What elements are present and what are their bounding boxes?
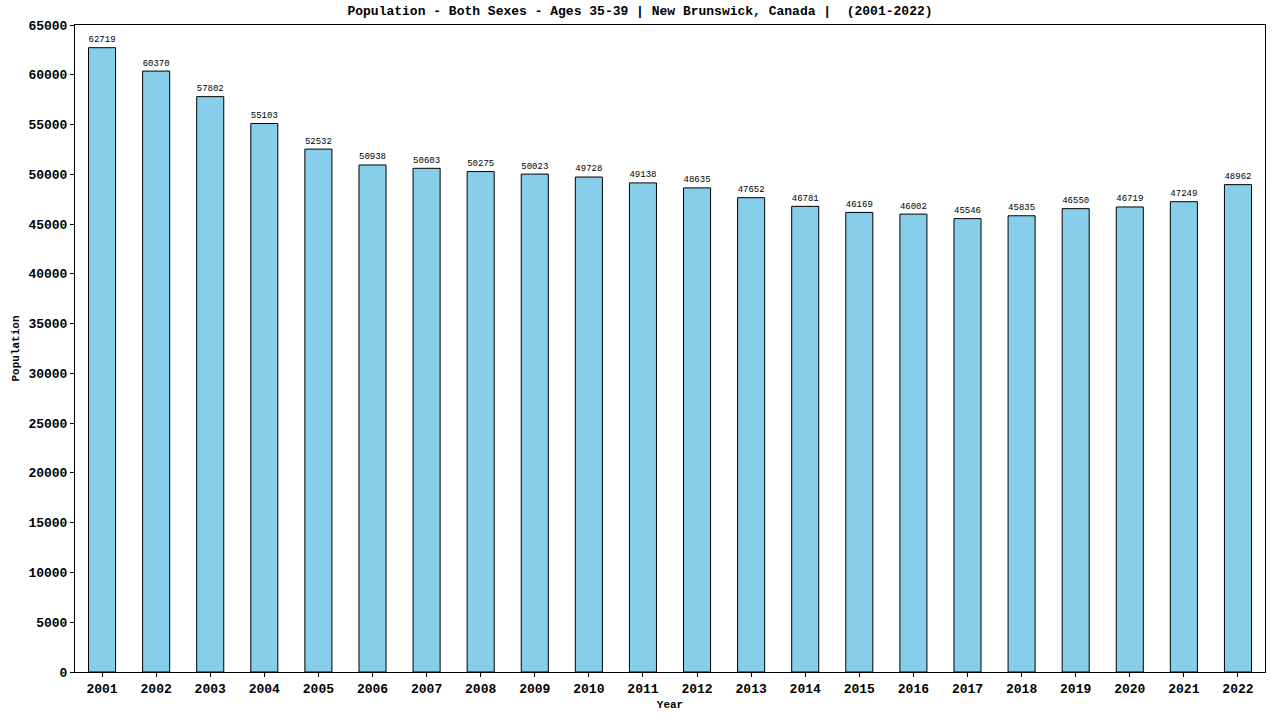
svg-text:2009: 2009: [519, 682, 550, 697]
svg-text:52532: 52532: [305, 137, 332, 147]
svg-text:10000: 10000: [28, 566, 67, 581]
svg-text:2015: 2015: [844, 682, 875, 697]
svg-text:2013: 2013: [736, 682, 767, 697]
svg-text:46550: 46550: [1062, 196, 1089, 206]
svg-text:2018: 2018: [1006, 682, 1037, 697]
svg-text:62719: 62719: [89, 34, 116, 45]
svg-text:46169: 46169: [846, 200, 873, 210]
svg-text:55000: 55000: [28, 118, 67, 133]
svg-text:Population - Both Sexes - Ages: Population - Both Sexes - Ages 35-39 | N…: [347, 4, 932, 19]
svg-text:0: 0: [60, 666, 68, 681]
svg-text:47652: 47652: [738, 184, 765, 195]
svg-text:2003: 2003: [195, 682, 226, 697]
svg-text:35000: 35000: [28, 317, 67, 332]
svg-text:2008: 2008: [465, 682, 496, 697]
svg-text:48962: 48962: [1224, 171, 1251, 182]
svg-text:49138: 49138: [629, 169, 656, 180]
svg-text:2020: 2020: [1114, 682, 1145, 697]
svg-text:46719: 46719: [1116, 193, 1143, 204]
svg-text:57802: 57802: [197, 83, 224, 94]
svg-text:Year: Year: [657, 699, 683, 711]
svg-text:2002: 2002: [141, 682, 172, 697]
svg-text:30000: 30000: [28, 367, 67, 382]
svg-text:45000: 45000: [28, 218, 67, 233]
svg-text:5000: 5000: [36, 616, 67, 631]
svg-text:2006: 2006: [357, 682, 388, 697]
svg-text:25000: 25000: [28, 417, 67, 432]
svg-text:40000: 40000: [28, 267, 67, 282]
svg-text:20000: 20000: [28, 466, 67, 481]
svg-text:2014: 2014: [790, 682, 821, 697]
svg-text:2021: 2021: [1168, 682, 1199, 697]
svg-text:48635: 48635: [684, 174, 711, 185]
svg-text:50023: 50023: [521, 161, 548, 172]
svg-text:45546: 45546: [954, 206, 981, 216]
svg-text:2022: 2022: [1222, 682, 1253, 697]
svg-text:50275: 50275: [467, 159, 494, 169]
svg-text:46002: 46002: [900, 202, 927, 212]
svg-text:2001: 2001: [86, 682, 117, 697]
svg-text:2012: 2012: [681, 682, 712, 697]
svg-text:45835: 45835: [1008, 203, 1035, 213]
svg-text:2011: 2011: [627, 682, 658, 697]
svg-text:2005: 2005: [303, 682, 334, 697]
svg-text:2017: 2017: [952, 682, 983, 697]
svg-text:46781: 46781: [792, 193, 819, 204]
svg-text:2019: 2019: [1060, 682, 1091, 697]
svg-text:2004: 2004: [249, 682, 280, 697]
svg-text:50938: 50938: [359, 152, 386, 162]
svg-text:49728: 49728: [575, 163, 602, 174]
svg-text:65000: 65000: [28, 19, 67, 34]
svg-text:2007: 2007: [411, 682, 442, 697]
svg-text:47249: 47249: [1170, 188, 1197, 199]
svg-text:55103: 55103: [251, 111, 278, 121]
svg-text:60000: 60000: [28, 68, 67, 83]
svg-text:50603: 50603: [413, 156, 440, 166]
svg-text:2016: 2016: [898, 682, 929, 697]
svg-text:15000: 15000: [28, 516, 67, 531]
svg-text:50000: 50000: [28, 168, 67, 183]
svg-text:60370: 60370: [143, 58, 170, 69]
svg-text:Population: Population: [10, 315, 22, 381]
svg-text:2010: 2010: [573, 682, 604, 697]
